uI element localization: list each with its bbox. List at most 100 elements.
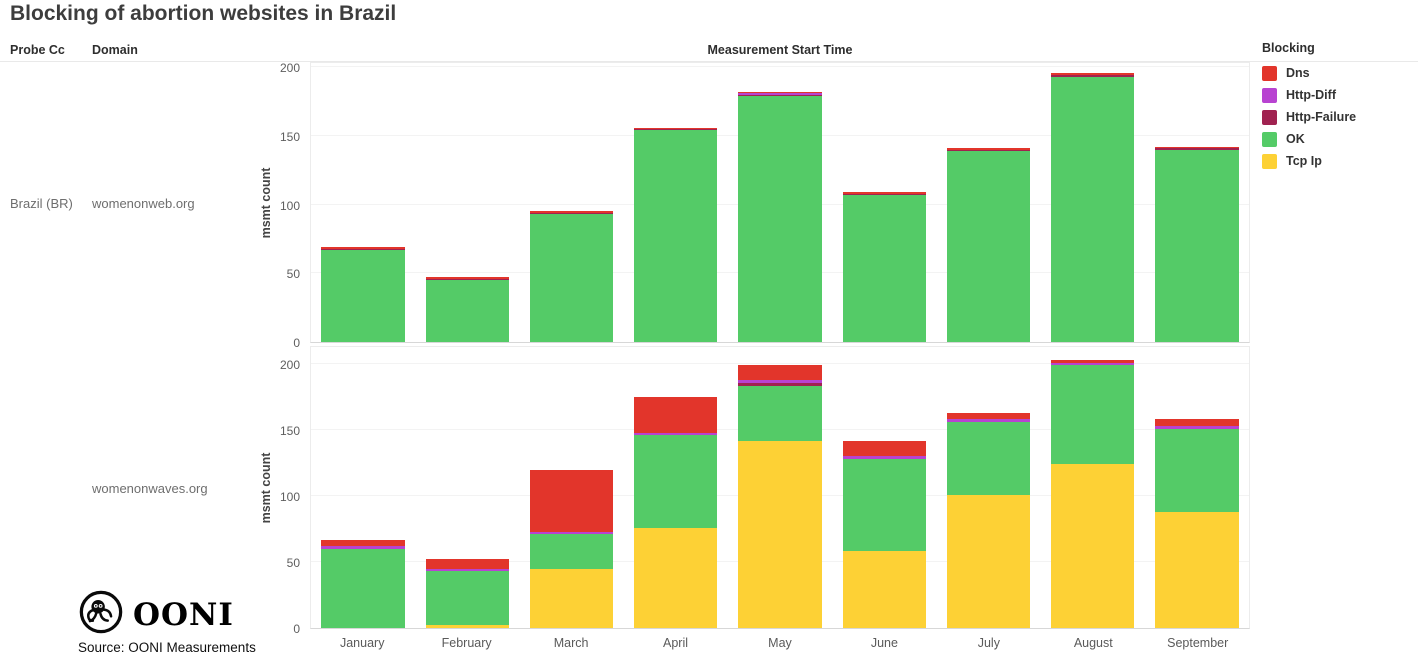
bar-segment-tcp_ip[interactable] [529, 568, 614, 628]
bar-segment-http_failure[interactable] [842, 193, 926, 195]
bar-segment-http_failure[interactable] [425, 278, 510, 281]
bar-segment-ok[interactable] [946, 422, 1031, 495]
bar-segment-dns[interactable] [529, 469, 614, 532]
bar-segment-tcp_ip[interactable] [634, 527, 718, 628]
bars-container [311, 347, 1249, 628]
facet-label-womenonwaves: womenonwaves.org [92, 481, 208, 496]
bar-segment-ok[interactable] [1155, 149, 1239, 342]
y-axis-label: msmt count [259, 167, 273, 238]
legend-item-ok[interactable]: OK [1262, 128, 1356, 150]
bar-segment-http_diff[interactable] [1155, 426, 1239, 429]
y-tick-label: 50 [286, 556, 300, 570]
bar-segment-tcp_ip[interactable] [425, 625, 510, 628]
probe-cc-value: Brazil (BR) [10, 196, 73, 211]
bar-segment-http_diff[interactable] [321, 546, 405, 549]
bar-segment-http_diff[interactable] [738, 93, 822, 95]
bar-segment-dns[interactable] [738, 91, 822, 94]
bar-segment-ok[interactable] [1050, 76, 1135, 342]
bar-segment-tcp_ip[interactable] [946, 494, 1031, 628]
legend-swatch-http_diff [1262, 87, 1277, 103]
bar-segment-ok[interactable] [321, 548, 405, 628]
bar-segment-ok[interactable] [634, 435, 718, 528]
bar-segment-http_diff[interactable] [738, 379, 822, 383]
bar-june [832, 63, 936, 342]
chart-legend: Blocking Dns Http-Diff Http-Failure OK Tcp I… [1262, 41, 1356, 172]
bar-segment-http_failure[interactable] [529, 212, 614, 215]
bar-june [832, 347, 936, 628]
column-header-domain: Domain [92, 43, 138, 57]
bar-may [728, 347, 832, 628]
y-axis-label: msmt count [259, 452, 273, 523]
bar-segment-ok[interactable] [529, 534, 614, 569]
bar-segment-dns[interactable] [321, 247, 405, 249]
bar-segment-ok[interactable] [738, 95, 822, 342]
bar-february [415, 63, 519, 342]
bar-february [415, 347, 519, 628]
bar-segment-http_diff[interactable] [425, 568, 510, 572]
bar-segment-ok[interactable] [425, 571, 510, 626]
x-tick-label-may: May [768, 636, 792, 650]
bar-segment-dns[interactable] [842, 440, 926, 457]
bar-segment-ok[interactable] [946, 150, 1031, 342]
facet-label-womenonweb: womenonweb.org [92, 196, 195, 211]
bar-segment-http_diff[interactable] [529, 531, 614, 535]
bar-segment-http_failure[interactable] [738, 94, 822, 96]
y-tick-label: 100 [279, 490, 300, 504]
bar-segment-ok[interactable] [321, 249, 405, 342]
legend-item-http-failure[interactable]: Http-Failure [1262, 106, 1356, 128]
y-tick-label: 200 [279, 61, 300, 75]
bar-segment-dns[interactable] [1155, 146, 1239, 149]
bar-march [519, 347, 623, 628]
legend-item-dns[interactable]: Dns [1262, 62, 1356, 84]
bar-segment-http_diff[interactable] [1050, 362, 1135, 366]
bar-segment-dns[interactable] [1050, 72, 1135, 76]
x-tick-label-march: March [553, 636, 589, 650]
bar-segment-ok[interactable] [842, 459, 926, 552]
bar-segment-ok[interactable] [425, 280, 510, 342]
bar-segment-ok[interactable] [1050, 365, 1135, 465]
bar-segment-dns[interactable] [634, 397, 718, 433]
bar-segment-tcp_ip[interactable] [1050, 464, 1135, 628]
bar-segment-ok[interactable] [842, 194, 926, 342]
bar-segment-http_failure[interactable] [634, 128, 718, 131]
legend-swatch-dns [1262, 65, 1277, 81]
bar-segment-http_diff[interactable] [634, 432, 718, 436]
bar-segment-dns[interactable] [738, 365, 822, 380]
legend-label: Http-Failure [1286, 110, 1357, 124]
legend-item-tcp ip[interactable]: Tcp Ip [1262, 150, 1356, 172]
bar-segment-dns[interactable] [1050, 360, 1135, 363]
bar-april [624, 347, 728, 628]
bar-segment-dns[interactable] [425, 277, 510, 279]
bar-segment-dns[interactable] [946, 412, 1031, 420]
bar-segment-http_diff[interactable] [842, 456, 926, 460]
bar-segment-http_failure[interactable] [1050, 75, 1135, 77]
x-tick-label-september: September [1167, 636, 1229, 650]
bar-july [936, 347, 1040, 628]
bar-segment-http_failure[interactable] [738, 382, 822, 387]
bar-segment-http_failure[interactable] [321, 248, 405, 250]
bar-segment-dns[interactable] [946, 148, 1031, 150]
y-tick-label: 200 [279, 358, 300, 372]
bar-segment-ok[interactable] [738, 386, 822, 441]
bar-segment-dns[interactable] [634, 127, 718, 129]
bar-segment-dns[interactable] [1155, 419, 1239, 427]
bar-segment-http_failure[interactable] [1155, 148, 1239, 150]
bar-july [936, 63, 1040, 342]
bar-segment-ok[interactable] [529, 214, 614, 342]
y-tick-label: 150 [279, 424, 300, 438]
bar-segment-tcp_ip[interactable] [738, 440, 822, 628]
bar-august [1041, 63, 1145, 342]
bar-segment-dns[interactable] [425, 559, 510, 569]
bar-segment-tcp_ip[interactable] [1155, 511, 1239, 628]
bar-segment-ok[interactable] [634, 130, 718, 342]
bar-segment-http_failure[interactable] [946, 149, 1031, 151]
bar-segment-http_diff[interactable] [946, 419, 1031, 423]
bar-segment-tcp_ip[interactable] [842, 551, 926, 628]
bar-segment-dns[interactable] [321, 539, 405, 547]
bar-segment-dns[interactable] [842, 192, 926, 194]
legend-item-http-diff[interactable]: Http-Diff [1262, 84, 1356, 106]
bar-segment-ok[interactable] [1155, 428, 1239, 512]
bar-march [519, 63, 623, 342]
bar-segment-dns[interactable] [529, 211, 614, 213]
